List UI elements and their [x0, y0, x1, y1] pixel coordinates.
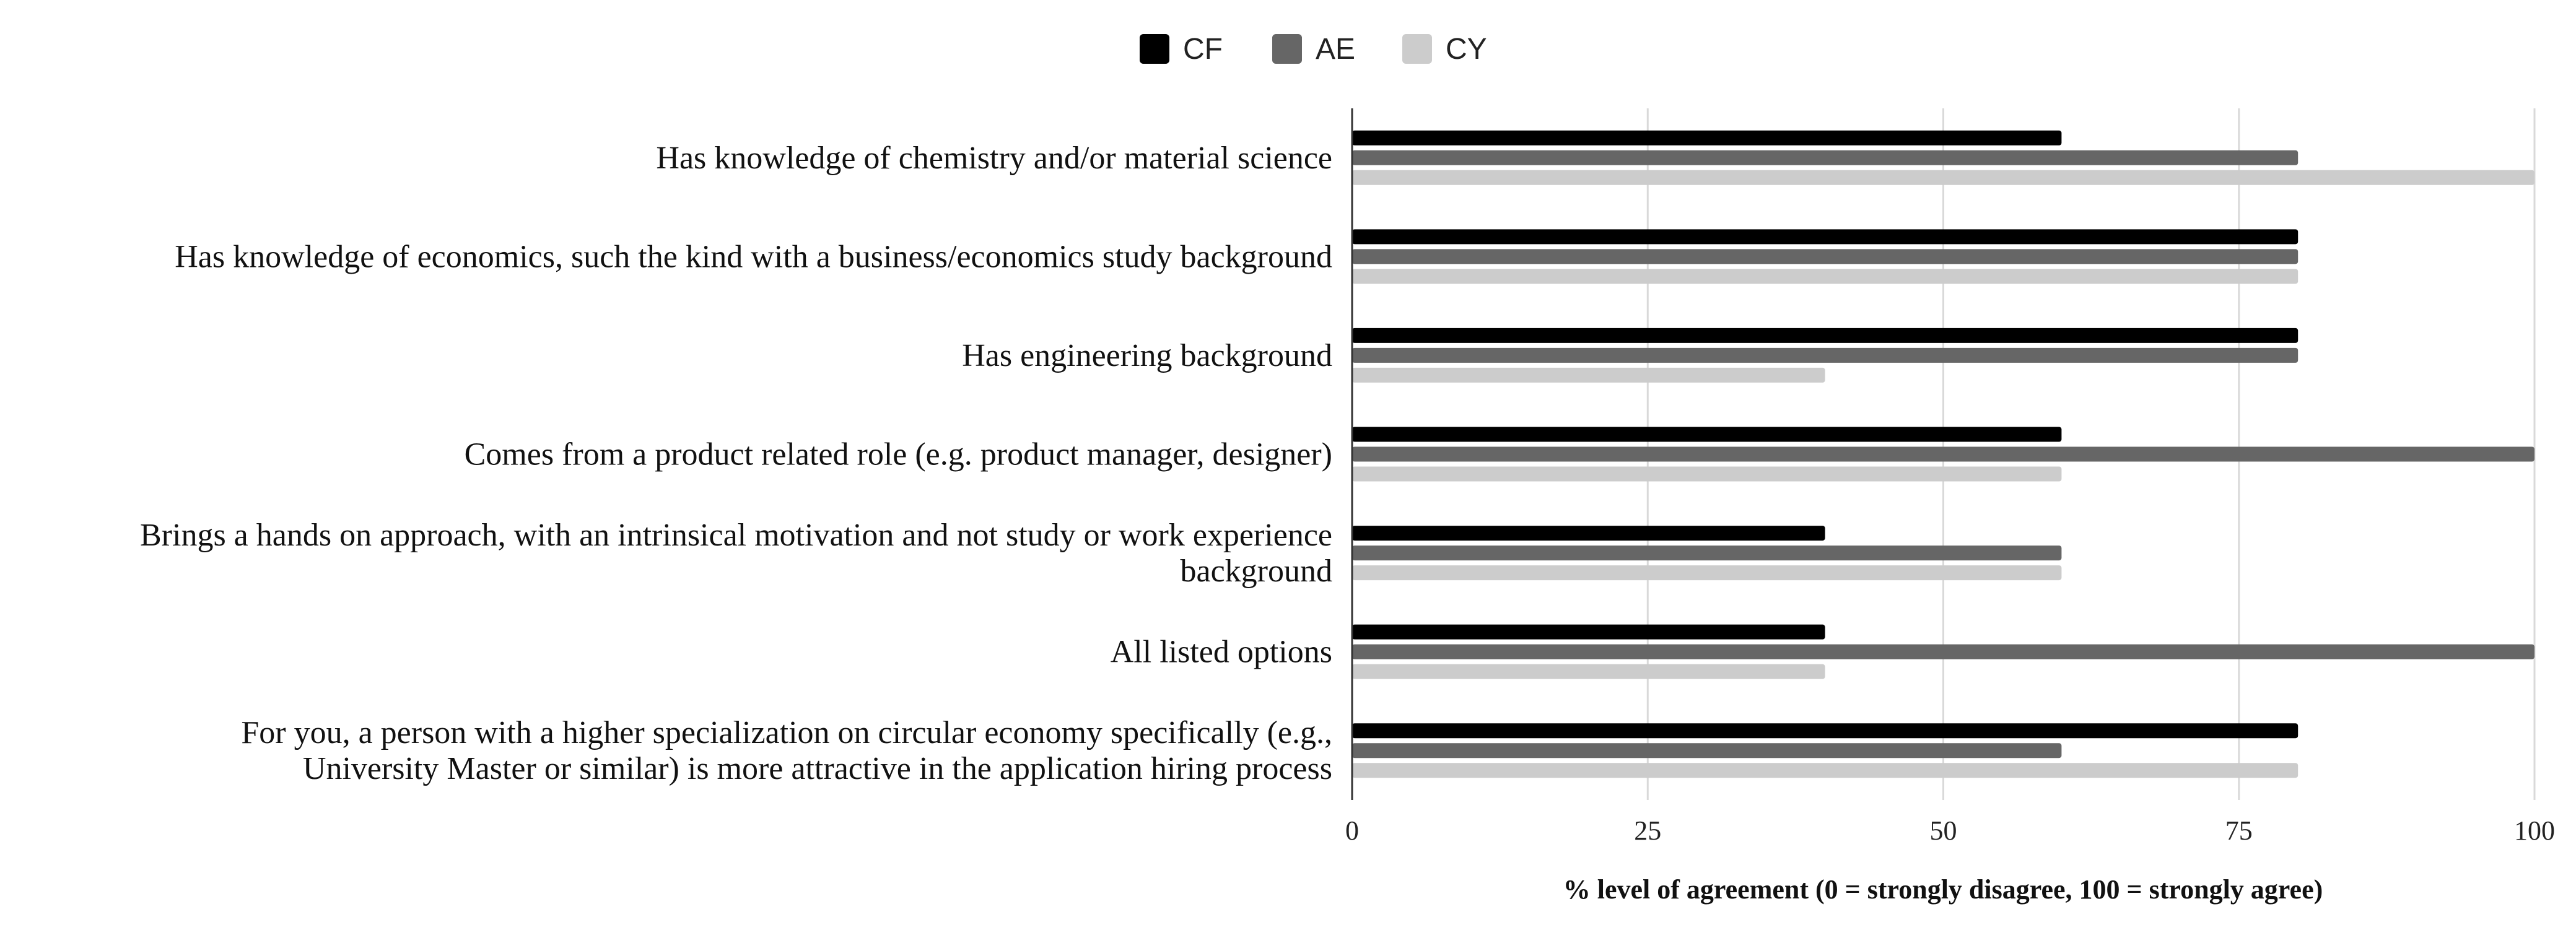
category-label: Comes from a product related role (e.g. …: [465, 437, 1332, 472]
x-tick-label: 0: [1345, 815, 1359, 846]
x-tick-label: 75: [2225, 815, 2253, 846]
legend-label-ae: AE: [1316, 33, 1355, 66]
bar-ae-4: [1352, 545, 2062, 561]
category-label: background: [1181, 554, 1332, 589]
category-label: University Master or similar) is more at…: [303, 751, 1332, 786]
bar-ae-5: [1352, 644, 2535, 659]
bar-cf-2: [1352, 328, 2299, 343]
bar-cy-4: [1352, 565, 2062, 581]
legend-swatch-cy: [1402, 34, 1432, 64]
bar-cf-5: [1352, 624, 1825, 640]
x-tick-label: 50: [1930, 815, 1957, 846]
bar-ae-3: [1352, 446, 2535, 462]
x-axis-title: % level of agreement (0 = strongly disag…: [1563, 874, 2323, 905]
bar-ae-1: [1352, 249, 2299, 264]
bar-cy-0: [1352, 170, 2535, 185]
category-label: Has knowledge of chemistry and/or materi…: [656, 141, 1332, 176]
legend-label-cf: CF: [1183, 33, 1223, 66]
category-label: Has engineering background: [962, 338, 1332, 373]
legend: CF AE CY: [1140, 33, 1487, 66]
bar-ae-0: [1352, 150, 2299, 165]
bar-cy-6: [1352, 763, 2299, 778]
category-label: For you, a person with a higher speciali…: [241, 715, 1332, 750]
bar-ae-6: [1352, 743, 2062, 758]
category-label: Brings a hands on approach, with an intr…: [140, 518, 1332, 553]
bar-cy-1: [1352, 269, 2299, 284]
bar-cy-3: [1352, 466, 2062, 482]
category-label: Has knowledge of economics, such the kin…: [175, 239, 1332, 274]
bar-cf-3: [1352, 427, 2062, 442]
bar-cf-1: [1352, 229, 2299, 245]
x-tick-labels: 0 25 50 75 100: [1345, 815, 2555, 846]
legend-label-cy: CY: [1446, 33, 1487, 66]
bar-cf-4: [1352, 526, 1825, 541]
legend-swatch-ae: [1272, 34, 1302, 64]
category-label: All listed options: [1111, 635, 1332, 670]
x-tick-label: 100: [2514, 815, 2555, 846]
bars: [1352, 130, 2535, 778]
legend-swatch-cf: [1140, 34, 1169, 64]
bar-cy-2: [1352, 367, 1825, 383]
bar-cf-0: [1352, 130, 2062, 146]
bar-cf-6: [1352, 723, 2299, 739]
x-tick-label: 25: [1634, 815, 1661, 846]
category-labels: Has knowledge of chemistry and/or materi…: [140, 141, 1332, 786]
bar-ae-2: [1352, 347, 2299, 363]
bar-cy-5: [1352, 664, 1825, 679]
